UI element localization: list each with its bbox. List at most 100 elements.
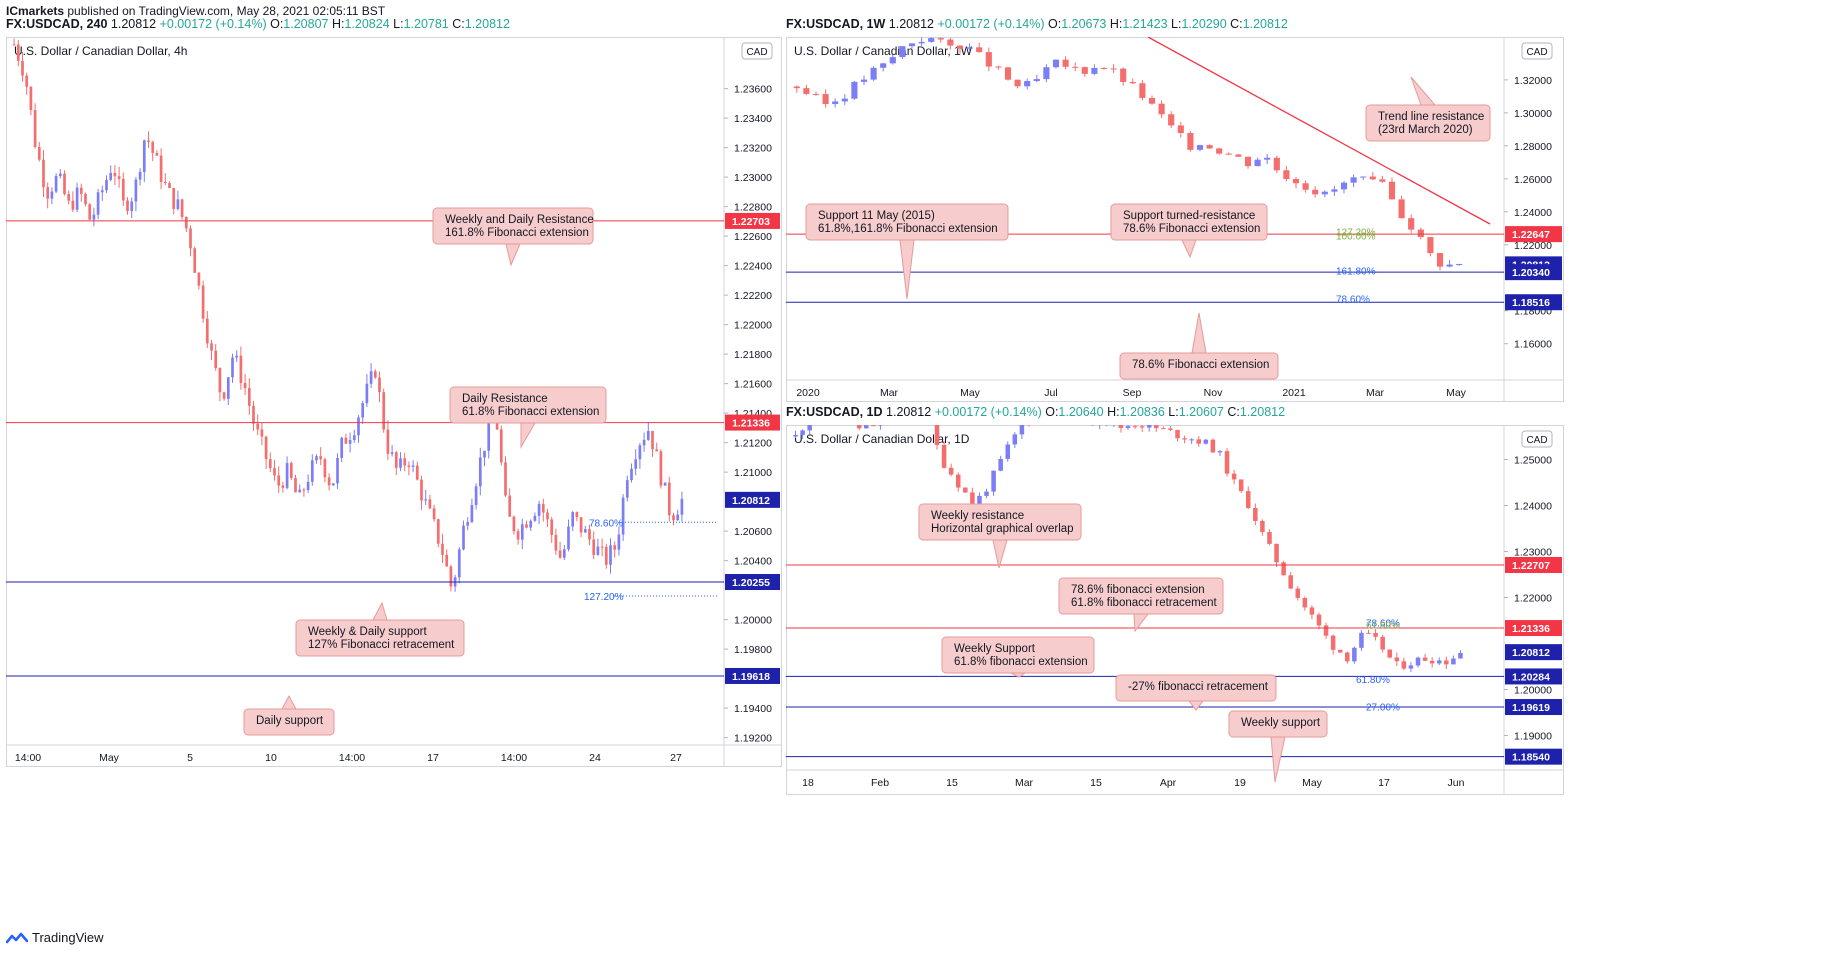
candle-body xyxy=(659,451,663,486)
candle-body xyxy=(1132,426,1138,428)
candle-body xyxy=(554,534,558,551)
candle-body xyxy=(470,505,474,523)
candle-body xyxy=(1024,81,1031,87)
candle-body xyxy=(1168,114,1175,126)
candlestick-chart-1d[interactable]: U.S. Dollar / Canadian Dollar, 1D CAD 1.25… xyxy=(786,425,1564,795)
fib-level-label: 78.60% xyxy=(1366,618,1400,629)
candle-body xyxy=(651,431,654,450)
candle-body xyxy=(386,429,390,454)
x-tick-label: Sep xyxy=(1123,387,1142,399)
x-tick-label: 14:00 xyxy=(15,752,41,764)
candle-body xyxy=(617,534,621,550)
candle-body xyxy=(1274,543,1279,563)
candle-body xyxy=(860,79,868,82)
candle-body xyxy=(516,531,520,540)
candle-body xyxy=(1168,428,1173,430)
candle-body xyxy=(646,431,650,440)
candle-body xyxy=(1273,157,1280,171)
candle-body xyxy=(1158,103,1165,115)
price-change: +0.00172 (+0.14%) xyxy=(937,17,1045,31)
candle-body xyxy=(1408,665,1414,669)
candle-body xyxy=(1210,439,1216,453)
candle-body xyxy=(281,485,285,488)
candle-body xyxy=(807,425,812,431)
candle-body xyxy=(504,462,507,496)
candle-body xyxy=(899,46,906,58)
candle-body xyxy=(344,437,348,444)
low-value: 1.20607 xyxy=(1178,405,1224,419)
candle-body xyxy=(495,419,499,430)
callout-box xyxy=(1228,710,1328,738)
x-tick-label: May xyxy=(99,752,120,764)
open-value: 1.20673 xyxy=(1061,17,1107,31)
price-change: +0.00172 (+0.14%) xyxy=(159,17,267,31)
price-label-box xyxy=(1505,668,1562,685)
last-price: 1.20812 xyxy=(110,17,157,31)
candlestick-chart-1w[interactable]: U.S. Dollar / Canadian Dollar, 1W CAD 1.32… xyxy=(786,37,1564,402)
candle-body xyxy=(67,193,71,201)
candle-body xyxy=(109,172,113,180)
fib-level-label: 61.80% xyxy=(1366,621,1400,632)
price-label-box xyxy=(725,491,780,508)
x-tick-label: 2020 xyxy=(796,387,820,399)
candle-body xyxy=(1427,237,1434,254)
y-tick-label: 1.21000 xyxy=(734,467,772,479)
x-tick-label: 2021 xyxy=(1282,387,1306,399)
candle-body xyxy=(1187,133,1194,150)
y-tick-label: 1.25000 xyxy=(1514,455,1552,467)
chart-title: U.S. Dollar / Canadian Dollar, 1W xyxy=(794,44,973,58)
candle-body xyxy=(268,459,272,469)
candle-body xyxy=(462,525,465,550)
candle-body xyxy=(415,465,419,480)
y-tick-label: 1.23600 xyxy=(734,84,772,96)
candle-body xyxy=(1337,649,1343,653)
candle-body xyxy=(579,517,583,533)
price-label: 1.21336 xyxy=(1512,623,1550,635)
candle-body xyxy=(327,477,331,486)
candle-body xyxy=(483,450,486,458)
candle-body xyxy=(336,458,339,484)
candle-body xyxy=(474,486,478,506)
callout-text: Horizontal graphical overlap xyxy=(931,523,1074,535)
candle-body xyxy=(634,459,638,469)
candle-body xyxy=(277,475,281,486)
callout-text: (23rd March 2020) xyxy=(1378,124,1473,136)
candle-body xyxy=(147,140,150,142)
candle-body xyxy=(306,481,310,490)
candle-body xyxy=(1254,159,1261,167)
candle-body xyxy=(289,463,293,478)
chart-panel-4h[interactable]: FX:USDCAD, 240 1.20812 +0.00172 (+0.14%)… xyxy=(6,17,782,767)
callout-text: Daily support xyxy=(256,715,324,727)
candle-body xyxy=(92,214,96,220)
x-tick-label: Feb xyxy=(871,777,889,789)
candle-body xyxy=(546,512,549,520)
tradingview-brand[interactable]: TradingView xyxy=(6,930,104,945)
candle-body xyxy=(880,63,887,68)
candle-body xyxy=(1244,156,1252,167)
chart-frame xyxy=(6,37,782,767)
price-label: 1.19619 xyxy=(1512,702,1550,714)
candle-body xyxy=(1352,647,1357,662)
tradingview-logo-icon xyxy=(6,932,28,943)
chart-panel-1w[interactable]: FX:USDCAD, 1W 1.20812 +0.00172 (+0.14%) … xyxy=(786,17,1564,402)
y-tick-label: 1.24000 xyxy=(1514,207,1552,219)
candle-body xyxy=(420,479,423,501)
candle-body xyxy=(1081,67,1088,74)
candle-body xyxy=(310,460,314,482)
candle-body xyxy=(609,545,612,565)
chart-panel-1d[interactable]: FX:USDCAD, 1D 1.20812 +0.00172 (+0.14%) … xyxy=(786,405,1564,795)
candle-body xyxy=(588,529,591,540)
close-value: 1.20812 xyxy=(1239,405,1286,419)
candle-body xyxy=(121,178,125,201)
candle-body xyxy=(562,549,566,558)
price-label: 1.18516 xyxy=(1512,297,1550,309)
callout-text: 78.6% Fibonacci extension xyxy=(1123,223,1260,235)
price-label: 1.20812 xyxy=(732,495,770,507)
candle-body xyxy=(189,228,192,249)
callout-box xyxy=(805,203,1009,241)
y-tick-label: 1.19000 xyxy=(1514,731,1552,743)
y-tick-label: 1.26000 xyxy=(1514,174,1552,186)
candle-body xyxy=(800,430,805,436)
candlestick-chart-4h[interactable]: U.S. Dollar / Canadian Dollar, 4h CAD 1.23… xyxy=(6,37,782,767)
candle-body xyxy=(1288,575,1293,589)
